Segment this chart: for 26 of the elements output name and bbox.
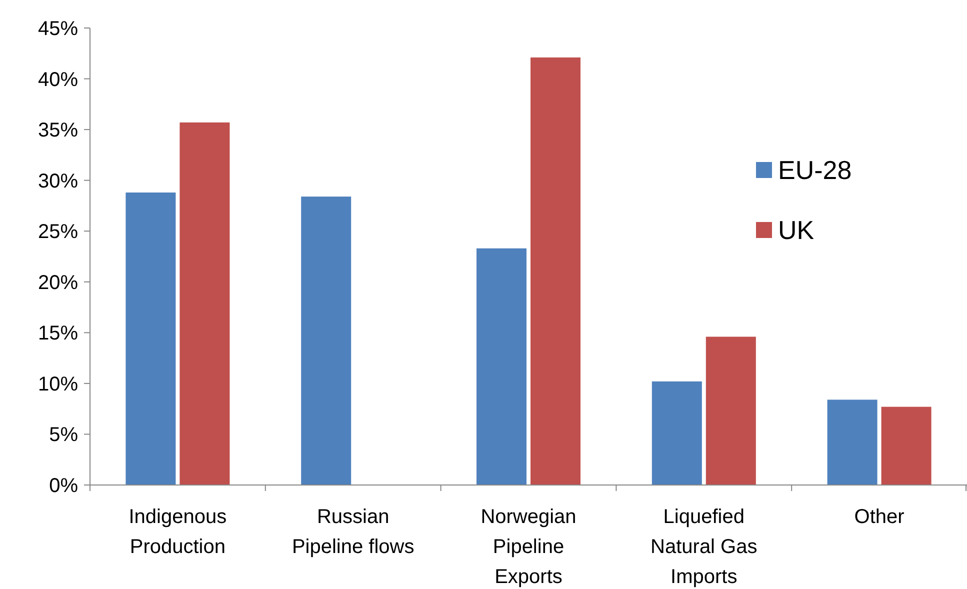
bar <box>706 336 756 485</box>
y-tick-label: 45% <box>38 18 78 40</box>
x-tick-label: Norwegian Pipeline Exports <box>480 506 576 588</box>
y-tick-label: 40% <box>38 68 78 91</box>
y-tick-label: 0% <box>49 475 78 497</box>
x-tick-label: Russian Pipeline flows <box>292 506 414 558</box>
legend-label: UK <box>778 215 815 246</box>
legend-label: EU-28 <box>778 155 852 186</box>
x-tick-label: Other <box>854 506 905 528</box>
bar <box>301 196 352 485</box>
bar <box>126 192 176 485</box>
bar <box>827 400 878 485</box>
bar <box>180 122 230 485</box>
bar <box>476 248 526 485</box>
x-tick-label: Indigenous Production <box>128 506 227 558</box>
bar <box>881 406 932 485</box>
y-tick-label: 25% <box>38 221 78 244</box>
y-tick-label: 20% <box>38 272 78 294</box>
y-tick-label: 10% <box>38 373 78 396</box>
y-tick-label: 35% <box>38 120 78 142</box>
y-tick-label: 15% <box>38 322 78 345</box>
y-tick-label: 30% <box>38 170 78 192</box>
x-tick-label: Liquefied Natural Gas Imports <box>650 506 758 588</box>
bar <box>530 57 580 485</box>
bar <box>652 381 702 485</box>
y-tick-label: 5% <box>49 424 78 446</box>
